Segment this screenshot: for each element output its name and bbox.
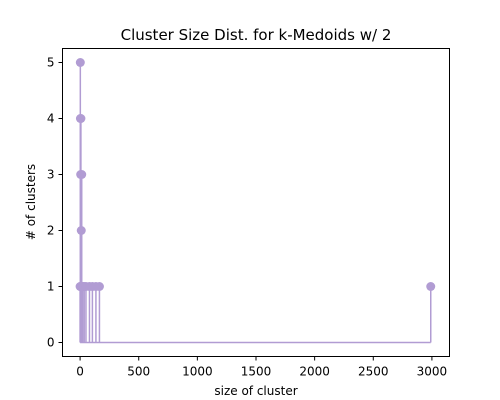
stem-marker <box>426 282 436 291</box>
x-tick-label: 0 <box>76 365 84 379</box>
x-tick-label: 500 <box>127 365 150 379</box>
y-tick-label: 0 <box>47 336 55 350</box>
stem-marker <box>77 170 87 179</box>
y-tick-label: 3 <box>47 168 55 182</box>
y-tick-label: 4 <box>47 112 55 126</box>
x-tick-label: 2000 <box>299 365 330 379</box>
x-axis: 0 500 1000 1500 2000 2500 3000 <box>76 356 448 379</box>
x-tick-label: 2500 <box>358 365 389 379</box>
y-tick-label: 1 <box>47 280 55 294</box>
stem-marker <box>76 226 86 235</box>
y-tick-label: 2 <box>47 224 55 238</box>
axes-frame <box>62 48 450 357</box>
plot-area <box>75 58 436 344</box>
x-tick-label: 3000 <box>417 365 448 379</box>
stem-marker <box>76 114 86 123</box>
stem-marker <box>75 58 85 67</box>
x-tick-label: 1000 <box>182 365 213 379</box>
x-tick-label: 1500 <box>241 365 272 379</box>
stem-marker <box>94 282 104 291</box>
chart-title: Cluster Size Dist. for k-Medoids w/ 2 <box>121 26 392 44</box>
y-axis: 0 1 2 3 4 5 <box>47 56 63 350</box>
x-axis-label: size of cluster <box>214 384 297 398</box>
y-axis-label: # of clusters <box>24 164 38 240</box>
y-tick-label: 5 <box>47 56 55 70</box>
